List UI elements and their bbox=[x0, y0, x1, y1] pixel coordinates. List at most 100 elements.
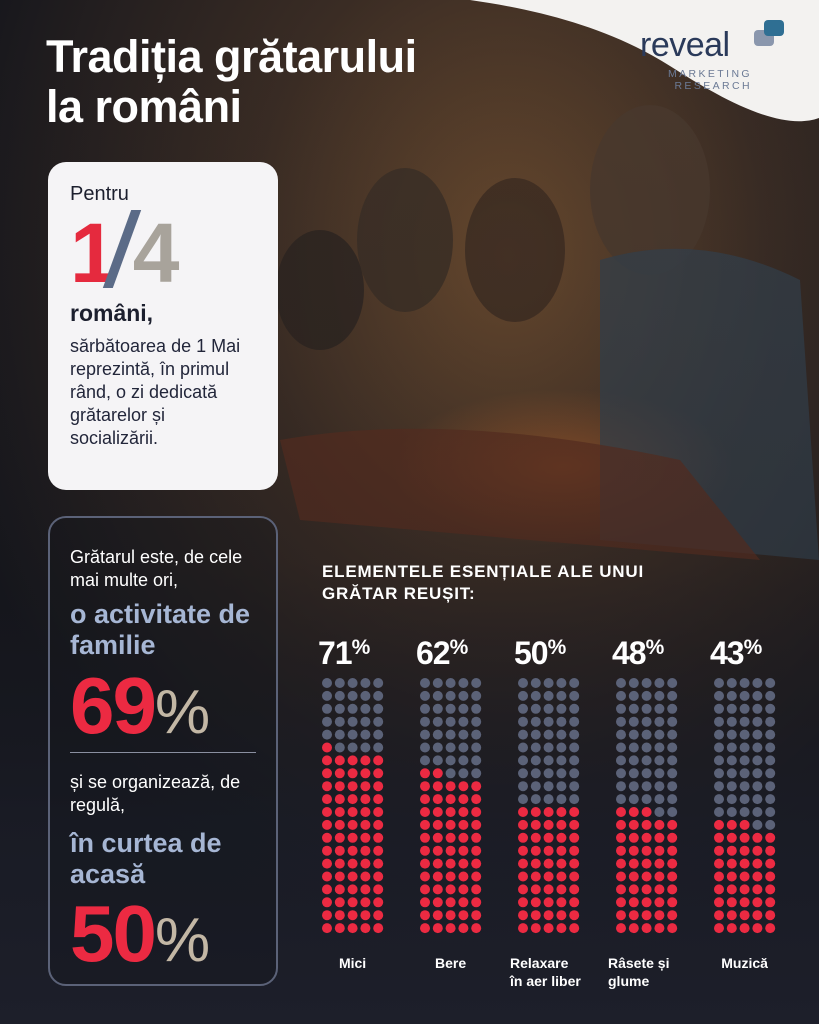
dot-empty bbox=[471, 716, 482, 727]
dot-filled bbox=[714, 910, 724, 921]
dot-filled bbox=[641, 923, 652, 934]
dot-filled bbox=[726, 923, 737, 934]
dot-empty bbox=[641, 729, 652, 740]
dot-filled bbox=[445, 910, 456, 921]
dot-filled bbox=[518, 858, 528, 869]
dot-filled bbox=[420, 845, 430, 856]
dot-empty bbox=[765, 729, 776, 740]
dot-filled bbox=[765, 884, 776, 895]
dot-filled bbox=[556, 871, 567, 882]
dot-filled bbox=[628, 923, 639, 934]
dot-empty bbox=[752, 807, 763, 817]
dot-empty bbox=[654, 729, 665, 740]
dot-empty bbox=[667, 781, 678, 792]
dot-filled bbox=[543, 845, 554, 856]
dot-filled bbox=[654, 923, 665, 934]
stat-value: 50 bbox=[70, 889, 157, 978]
dot-empty bbox=[432, 703, 443, 714]
dot-empty bbox=[420, 703, 430, 714]
dot-filled bbox=[420, 910, 430, 921]
dot-filled bbox=[445, 858, 456, 869]
dot-filled bbox=[347, 845, 358, 856]
dot-filled bbox=[360, 910, 371, 921]
dot-empty bbox=[616, 755, 626, 766]
dot-empty bbox=[543, 678, 554, 688]
dot-empty bbox=[726, 703, 737, 714]
dot-empty bbox=[654, 678, 665, 688]
dot-empty bbox=[360, 742, 371, 753]
dot-filled bbox=[530, 819, 541, 830]
dot-filled bbox=[569, 884, 580, 895]
dot-column bbox=[420, 678, 482, 934]
dot-filled bbox=[739, 819, 750, 830]
dot-filled bbox=[543, 858, 554, 869]
dot-empty bbox=[445, 703, 456, 714]
dot-filled bbox=[667, 858, 678, 869]
dot-filled bbox=[360, 871, 371, 882]
dot-filled bbox=[726, 845, 737, 856]
dot-filled bbox=[420, 871, 430, 882]
dot-filled bbox=[765, 858, 776, 869]
dot-empty bbox=[752, 755, 763, 766]
category-label: în aer liber bbox=[509, 973, 581, 989]
dot-filled bbox=[420, 807, 430, 817]
dot-filled bbox=[432, 910, 443, 921]
dot-filled bbox=[373, 858, 384, 869]
dot-filled bbox=[445, 884, 456, 895]
category-label: glume bbox=[608, 973, 649, 989]
dot-filled bbox=[322, 819, 332, 830]
dot-filled bbox=[752, 832, 763, 843]
dot-filled bbox=[373, 871, 384, 882]
dot-empty bbox=[739, 678, 750, 688]
dot-filled bbox=[458, 858, 469, 869]
dot-empty bbox=[752, 703, 763, 714]
dot-filled bbox=[373, 794, 384, 805]
dot-filled bbox=[458, 897, 469, 908]
dot-filled bbox=[556, 923, 567, 934]
dot-empty bbox=[714, 794, 724, 805]
dot-empty bbox=[347, 729, 358, 740]
dot-empty bbox=[471, 678, 482, 688]
dot-empty bbox=[518, 678, 528, 688]
dot-filled bbox=[420, 781, 430, 792]
dot-filled bbox=[569, 845, 580, 856]
dot-filled bbox=[373, 897, 384, 908]
dot-empty bbox=[641, 768, 652, 779]
dot-empty bbox=[616, 729, 626, 740]
dot-filled bbox=[641, 884, 652, 895]
dot-filled bbox=[616, 807, 626, 817]
dot-filled bbox=[543, 884, 554, 895]
dot-filled bbox=[360, 845, 371, 856]
dot-empty bbox=[765, 819, 776, 830]
dot-empty bbox=[420, 716, 430, 727]
dot-filled bbox=[360, 807, 371, 817]
dot-empty bbox=[714, 716, 724, 727]
dot-filled bbox=[641, 845, 652, 856]
dot-filled bbox=[518, 845, 528, 856]
dot-filled bbox=[420, 923, 430, 934]
dot-empty bbox=[347, 703, 358, 714]
dot-empty bbox=[347, 690, 358, 701]
dot-empty bbox=[530, 781, 541, 792]
title-line: Tradiția grătarului bbox=[46, 31, 417, 82]
dot-empty bbox=[654, 794, 665, 805]
dot-filled bbox=[432, 781, 443, 792]
dot-filled bbox=[765, 910, 776, 921]
dot-empty bbox=[543, 729, 554, 740]
dot-filled bbox=[739, 897, 750, 908]
dot-empty bbox=[373, 703, 384, 714]
dot-filled bbox=[616, 845, 626, 856]
dot-empty bbox=[714, 807, 724, 817]
dot-empty bbox=[628, 716, 639, 727]
dot-empty bbox=[726, 729, 737, 740]
dot-empty bbox=[556, 768, 567, 779]
dot-empty bbox=[432, 729, 443, 740]
dot-filled bbox=[714, 923, 724, 934]
dot-empty bbox=[471, 703, 482, 714]
dot-filled bbox=[641, 807, 652, 817]
stat-family: 69% bbox=[70, 666, 210, 748]
dot-filled bbox=[458, 845, 469, 856]
data-label: 48% bbox=[612, 635, 665, 671]
dot-empty bbox=[667, 690, 678, 701]
